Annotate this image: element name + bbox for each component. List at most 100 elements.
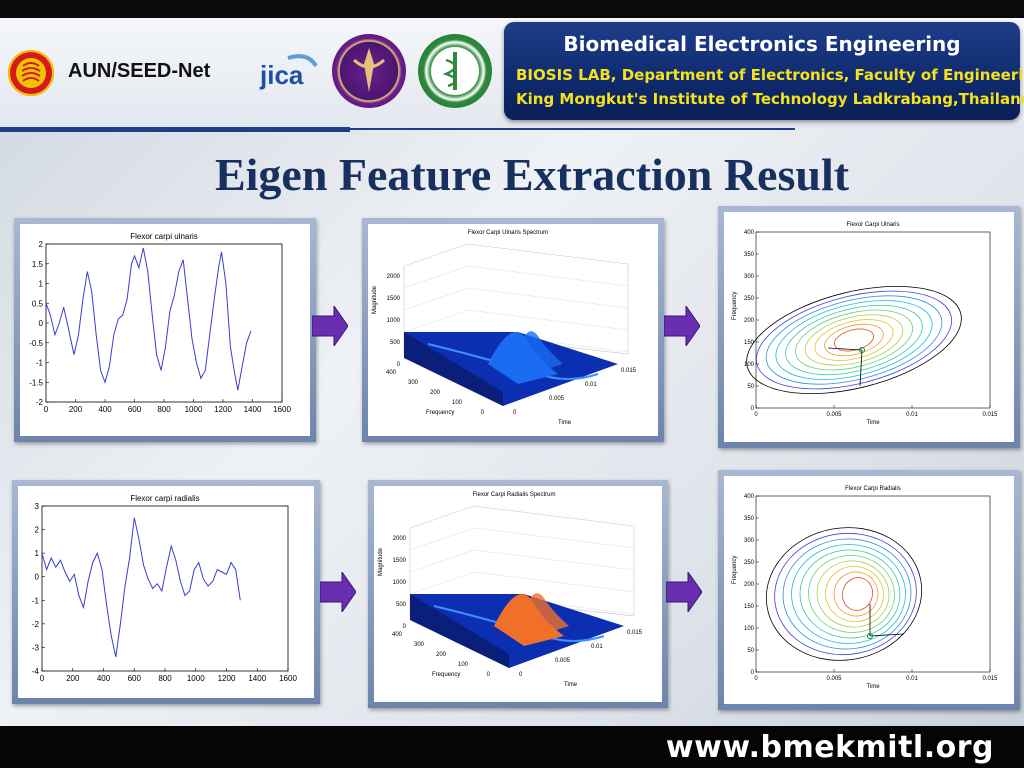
z-axis-label: Magnitude [378, 547, 384, 576]
flow-arrow-right-icon [664, 306, 700, 346]
z-tick-label: 500 [390, 340, 401, 346]
freq-tick-label: 0 [487, 672, 491, 678]
contour-line [814, 319, 894, 361]
chart-title: Flexor carpi ulnaris [130, 232, 198, 241]
time-tick-label: 0.01 [585, 382, 597, 388]
x-tick-label: 0.015 [982, 676, 998, 682]
chart-title: Flexor carpi radialis [130, 494, 199, 503]
footer-url: www.bmekmitl.org [665, 730, 994, 765]
y-tick-label: 0 [39, 319, 44, 328]
freq-axis-label: Frequency [426, 410, 454, 416]
time-axis-label: Time [558, 420, 572, 426]
time-tick-label: 0.01 [591, 644, 603, 650]
z-tick-label: 1500 [387, 296, 401, 302]
flow-arrow-right-icon [312, 306, 348, 346]
contour-line [824, 323, 884, 357]
z-tick-label: 0 [397, 362, 401, 368]
contour-line [765, 295, 943, 385]
y-tick-label: 300 [744, 538, 755, 544]
x-tick-label: 0.015 [982, 412, 998, 418]
banner-line-1: BIOSIS LAB, Department of Electronics, F… [516, 66, 1024, 84]
freq-tick-label: 300 [408, 380, 419, 386]
lab-info-banner: Biomedical Electronics Engineering BIOSI… [504, 22, 1024, 120]
eigen-vector-arrow [869, 633, 905, 637]
radialis-spectrum-plot: Flexor Carpi Radialis Spectrum 2000 1500 10… [374, 486, 662, 702]
x-tick-label: 0 [40, 674, 45, 683]
grid-line [409, 527, 475, 551]
signal-line [45, 247, 252, 391]
contour-line [841, 577, 874, 611]
z-tick-label: 500 [396, 602, 407, 608]
y-tick-label: 2 [35, 526, 40, 535]
time-tick-label: 0.015 [627, 630, 643, 636]
ulnaris-time-plot: Flexor carpi ulnaris 2 1.5 1 0.5 0 -0.5 -1 -1.5 -… [20, 224, 310, 436]
x-tick-label: 0.01 [906, 412, 918, 418]
z-axis-label: Magnitude [372, 285, 378, 314]
y-tick-label: 150 [744, 604, 755, 610]
grid-line [409, 549, 475, 573]
x-tick-label: 800 [157, 405, 171, 414]
grid-line [473, 505, 635, 527]
x-tick-label: 200 [66, 674, 80, 683]
asean-emblem-icon [16, 58, 46, 88]
time-axis-label: Time [564, 682, 578, 688]
freq-axis-label: Frequency [432, 672, 460, 678]
y-tick-label: 3 [35, 502, 40, 511]
ulnaris-contour-frame: Flexor Carpi Ulnaris 400 350 300 250 200 150 10… [718, 206, 1020, 448]
contour-line [785, 304, 923, 376]
signal-line [41, 517, 241, 658]
flow-arrow-right-icon [666, 572, 702, 612]
ulnaris-time-plot-frame: Flexor carpi ulnaris 2 1.5 1 0.5 0 -0.5 -1 -1.5 -… [14, 218, 316, 442]
y-tick-label: 0 [751, 670, 755, 676]
x-tick-label: 0 [754, 412, 758, 418]
y-tick-label: 0 [751, 406, 755, 412]
y-axis-label: Frequency [732, 556, 738, 584]
page-title: Eigen Feature Extraction Result [214, 149, 850, 200]
y-tick-label: 50 [747, 384, 754, 390]
jica-logo-text: jica [259, 60, 304, 90]
freq-tick-label: 400 [392, 632, 403, 638]
y-tick-label: 250 [744, 560, 755, 566]
contour-line [825, 566, 884, 622]
jica-logo: jica [258, 50, 320, 92]
bottom-bar [0, 726, 1024, 768]
y-tick-label: 150 [744, 340, 755, 346]
grid-line [467, 287, 629, 309]
x-tick-label: 1000 [185, 405, 203, 414]
grid-line [403, 309, 469, 333]
time-tick-label: 0 [513, 410, 517, 416]
freq-tick-label: 0 [481, 410, 485, 416]
centroid-marker [859, 347, 865, 353]
header-divider [0, 127, 350, 132]
y-tick-label: 1.5 [32, 260, 44, 269]
z-tick-label: 1500 [393, 558, 407, 564]
contour-line [816, 560, 890, 628]
grid-line [473, 527, 635, 549]
surface-side [404, 332, 503, 406]
plot-area [755, 495, 991, 673]
freq-tick-label: 200 [430, 390, 441, 396]
radialis-spectrum-frame: Flexor Carpi Radialis Spectrum 2000 1500 10… [368, 480, 668, 708]
time-tick-label: 0.005 [555, 658, 571, 664]
x-tick-label: 600 [128, 405, 142, 414]
contour-line [791, 544, 906, 644]
y-tick-label: 1 [35, 549, 40, 558]
y-tick-label: 100 [744, 626, 755, 632]
contour-line [808, 555, 895, 633]
radialis-time-plot-frame: Flexor carpi radialis 3 2 1 0 -1 -2 -3 -4 0 200 400… [12, 480, 320, 704]
z-tick-label: 1000 [387, 318, 401, 324]
eigen-vector-arrow [859, 349, 863, 387]
x-axis-label: Time [866, 684, 880, 690]
y-axis-label: Frequency [732, 292, 738, 320]
x-tick-label: 1200 [218, 674, 236, 683]
y-tick-label: 0 [35, 573, 40, 582]
y-tick-label: 2 [39, 240, 44, 249]
x-tick-label: 400 [97, 674, 111, 683]
y-tick-label: 200 [744, 318, 755, 324]
radialis-contour-chart: Flexor Carpi Radialis 400 350 300 250 200 150 1… [732, 486, 998, 690]
freq-tick-label: 300 [414, 642, 425, 648]
x-tick-label: 1600 [273, 405, 291, 414]
radialis-time-plot: Flexor carpi radialis 3 2 1 0 -1 -2 -3 -4 0 200 400… [18, 486, 314, 698]
contour-line [782, 538, 912, 650]
